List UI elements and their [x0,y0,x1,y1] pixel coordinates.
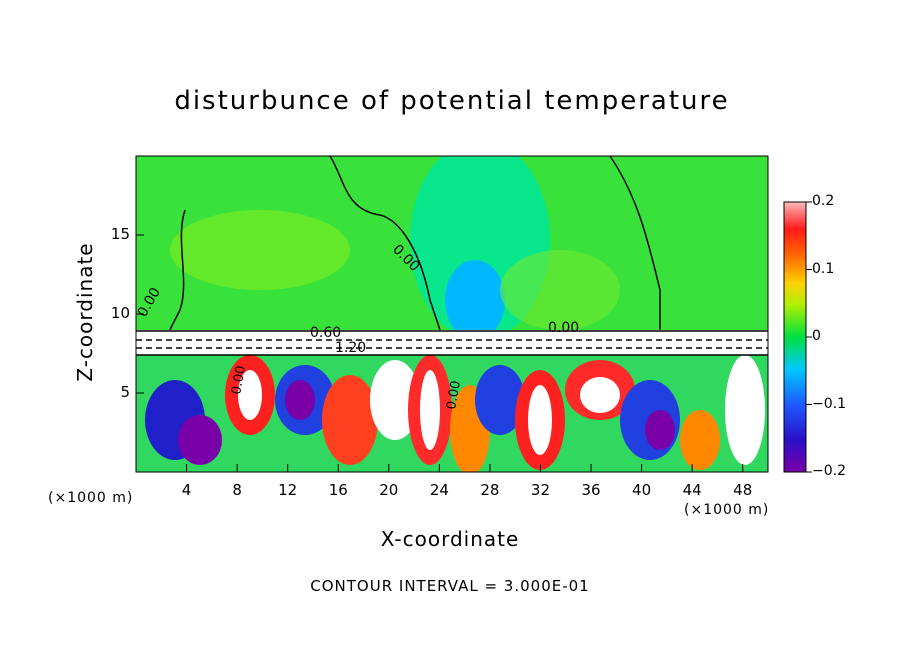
x-unit-label: (×1000 m) [684,502,770,518]
colorbar-tick-label: −0.1 [812,395,846,412]
heatmap-field [136,156,768,472]
colorbar-tick-label: −0.2 [812,463,846,479]
x-tick-label: 28 [480,481,500,499]
colorbar-tick-label: 0.1 [812,260,835,277]
y-tick-label: 15 [110,225,130,243]
contour-lines [136,156,768,356]
chart-title: disturbunce of potential temperature [174,86,730,116]
x-tick-label: 32 [530,481,551,499]
inversion-band [136,330,768,355]
z-unit-label: (×1000 m) [48,490,134,506]
contour-label: 0.00 [444,380,464,411]
colorbar-tick-label: 0.2 [812,193,835,209]
y-axis-label: Z-coordinate [73,242,97,382]
y-tick-label: 10 [110,304,130,322]
x-tick-label: 44 [682,481,702,499]
x-tick-label: 16 [328,481,348,499]
warm-patch [500,250,620,330]
warm-patch [170,210,350,290]
x-tick-label: 24 [429,481,449,499]
colorbar-ticks [806,201,812,473]
contour-label: 0.00 [229,365,249,396]
x-tick-label: 48 [733,481,753,499]
x-axis-label: X-coordinate [380,527,520,551]
x-tick-label: 40 [632,481,652,499]
x-tick-label: 8 [232,481,242,499]
cool-plume-core [445,260,505,340]
x-tick-label: 12 [278,481,298,499]
contour-label: 1.20 [335,340,366,356]
y-tick-label: 5 [120,383,130,401]
colorbar [783,201,807,473]
x-tick-marks [186,464,744,472]
x-tick-label: 20 [379,481,399,499]
contour-label: 0.60 [310,325,341,341]
contour-interval-note: CONTOUR INTERVAL = 3.000E-01 [310,577,590,595]
y-tick-marks [136,234,144,394]
x-tick-label: 4 [181,481,192,499]
colorbar-tick-label: 0 [812,328,821,344]
contour-label: 0.00 [548,320,579,336]
x-tick-label: 36 [581,481,601,499]
eddies [145,355,765,472]
